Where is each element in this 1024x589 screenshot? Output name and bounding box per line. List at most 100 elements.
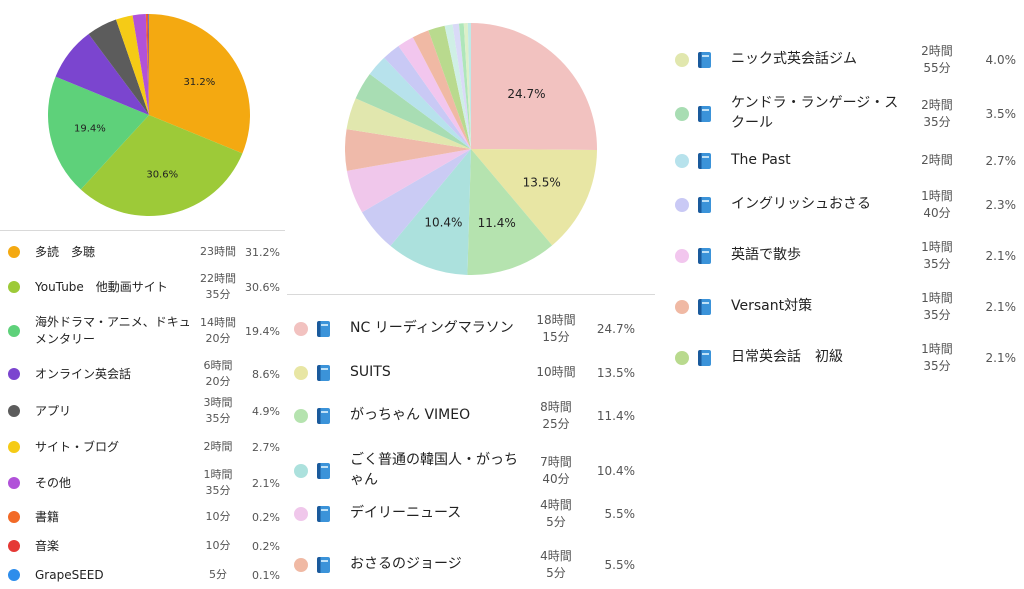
pie-slice xyxy=(115,15,149,116)
pie-slice xyxy=(471,23,597,151)
legend-time: 10分 xyxy=(205,539,231,553)
legend-color-dot xyxy=(294,322,308,336)
legend-label: オンライン英会話 xyxy=(35,366,132,381)
pie-slice xyxy=(463,23,471,149)
legend-label: GrapeSEED xyxy=(35,567,104,582)
pie-slice xyxy=(80,115,243,216)
pie-slice xyxy=(88,19,149,115)
legend-label: その他 xyxy=(35,475,72,490)
legend-color-dot xyxy=(8,477,20,489)
slice-percent-label: 19.4% xyxy=(74,124,106,135)
legend-time: 7時間 40分 xyxy=(540,454,572,486)
legend-color-dot xyxy=(675,249,689,263)
legend-color-dot xyxy=(8,511,20,523)
legend-percent: 11.4% xyxy=(596,409,635,423)
left-divider xyxy=(0,230,285,231)
legend-color-dot xyxy=(8,325,20,337)
legend-time: 2時間 35分 xyxy=(921,97,953,129)
legend-time: 22時間 35分 xyxy=(200,272,236,301)
pie-slice xyxy=(452,23,471,149)
book-icon xyxy=(317,463,330,479)
slice-percent-label: 13.5% xyxy=(523,175,561,189)
slice-percent-label: 30.6% xyxy=(146,170,178,181)
legend-time: 14時間 20分 xyxy=(200,316,236,345)
book-icon xyxy=(698,350,711,366)
legend-color-dot xyxy=(675,351,689,365)
slice-percent-label: 11.4% xyxy=(478,216,516,230)
legend-time: 2時間 xyxy=(203,440,233,454)
legend-time: 2時間 xyxy=(921,153,953,168)
legend-time: 3時間 35分 xyxy=(203,396,233,425)
pie-slice xyxy=(48,76,149,190)
legend-label: 書籍 xyxy=(35,509,60,524)
book-icon xyxy=(317,321,330,337)
book-icon xyxy=(317,365,330,381)
pie-slice xyxy=(428,25,471,149)
legend-color-dot xyxy=(675,107,689,121)
legend-percent: 2.1% xyxy=(985,351,1017,365)
legend-label: NC リーディングマラソン xyxy=(350,320,514,337)
legend-percent: 13.5% xyxy=(596,366,635,380)
legend-percent: 4.0% xyxy=(985,53,1017,67)
pie-slice xyxy=(145,14,149,115)
slice-percent-label: 31.2% xyxy=(183,77,215,88)
material-legend-right: ニック式英会話ジム 2時間 55分 4.0% ケンドラ・ランゲージ・スクール 2時間 35分… xyxy=(668,0,1024,400)
book-icon xyxy=(698,248,711,264)
legend-label: ケンドラ・ランゲージ・スクール xyxy=(731,95,899,131)
legend-percent: 2.1% xyxy=(252,476,280,490)
slice-percent-label: 10.4% xyxy=(424,215,462,229)
legend-time: 8時間 25分 xyxy=(540,399,572,431)
book-icon xyxy=(317,506,330,522)
legend-time: 23時間 xyxy=(200,245,236,259)
legend-percent: 24.7% xyxy=(596,322,635,336)
pie-slice xyxy=(467,23,471,149)
legend-time: 2時間 55分 xyxy=(921,43,953,75)
legend-percent: 2.3% xyxy=(985,198,1017,212)
legend-time: 1時間 35分 xyxy=(921,239,953,271)
legend-percent: 3.5% xyxy=(985,107,1017,121)
legend-percent: 0.2% xyxy=(252,539,280,553)
legend-percent: 10.4% xyxy=(596,464,635,478)
legend-percent: 0.1% xyxy=(252,568,280,582)
legend-color-dot xyxy=(294,464,308,478)
legend-percent: 2.1% xyxy=(985,249,1017,263)
legend-color-dot xyxy=(675,53,689,67)
legend-color-dot xyxy=(8,569,20,581)
legend-label: サイト・ブログ xyxy=(35,439,120,454)
book-icon xyxy=(698,299,711,315)
pie-slice xyxy=(444,24,471,150)
legend-percent: 0.2% xyxy=(252,510,280,524)
legend-label: ニック式英会話ジム xyxy=(731,51,857,68)
category-pie-chart: 31.2% 30.6% 19.4% xyxy=(48,14,250,216)
legend-label: 音楽 xyxy=(35,538,60,553)
legend-label: YouTube 他動画サイト xyxy=(35,279,168,294)
legend-time: 1時間 35分 xyxy=(921,341,953,373)
legend-color-dot xyxy=(8,246,20,258)
book-icon xyxy=(698,106,711,122)
pie-slice xyxy=(467,149,553,275)
pie-slice xyxy=(390,149,471,275)
legend-time: 4時間 5分 xyxy=(540,548,572,580)
book-icon xyxy=(698,153,711,169)
pie-slice xyxy=(148,14,149,115)
legend-time: 18時間 15分 xyxy=(536,312,576,344)
pie-slice xyxy=(398,37,471,149)
legend-label: SUITS xyxy=(350,364,391,381)
legend-time: 4時間 5分 xyxy=(540,497,572,529)
legend-color-dot xyxy=(8,441,20,453)
pie-slice xyxy=(412,30,471,149)
legend-color-dot xyxy=(294,409,308,423)
legend-label: がっちゃん VIMEO xyxy=(350,407,471,424)
legend-label: 英語で散歩 xyxy=(731,247,801,264)
legend-label: The Past xyxy=(731,152,791,169)
legend-color-dot xyxy=(294,558,308,572)
legend-time: 10時間 xyxy=(536,365,576,380)
book-icon xyxy=(698,52,711,68)
pie-slice xyxy=(345,129,471,171)
legend-color-dot xyxy=(8,281,20,293)
legend-percent: 5.5% xyxy=(604,507,636,521)
legend-time: 10分 xyxy=(205,510,231,524)
legend-label: イングリッシュおさる xyxy=(731,196,871,213)
legend-time: 1時間 35分 xyxy=(203,468,233,497)
pie-slice xyxy=(149,14,250,154)
